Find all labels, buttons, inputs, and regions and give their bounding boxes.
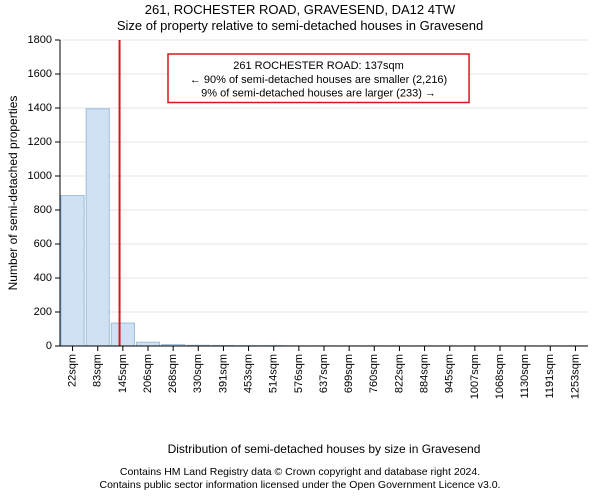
x-tick-label: 330sqm [192,354,204,393]
x-tick-label: 22sqm [66,354,78,387]
x-tick-label: 1068sqm [494,354,506,399]
y-tick-label: 1000 [28,170,52,182]
chart-svg: 0 200 400 600 800 1000 1200 1400 1600 1800 22sqm 83… [0,34,600,464]
x-axis-label: Distribution of semi-detached houses by … [168,442,481,456]
histogram-bar [136,342,159,346]
y-tick-label: 200 [34,306,52,318]
annotation-box: 261 ROCHESTER ROAD: 137sqm ← 90% of semi-… [168,54,469,103]
x-tick-label: 945sqm [444,354,456,393]
annotation-line: ← 90% of semi-detached houses are smalle… [190,74,447,86]
annotation-line: 9% of semi-detached houses are larger (2… [201,88,436,100]
x-tick-label: 268sqm [167,354,179,393]
histogram-bar [111,323,134,346]
y-tick-label: 1400 [28,102,52,114]
chart-container: 0 200 400 600 800 1000 1200 1400 1600 1800 22sqm 83… [0,34,600,464]
annotation-line: 261 ROCHESTER ROAD: 137sqm [233,60,404,72]
x-tick-label: 1130sqm [519,354,531,398]
chart-figure: 261, ROCHESTER ROAD, GRAVESEND, DA12 4TW… [0,0,600,500]
x-tick-label: 576sqm [293,354,305,393]
y-tick-label: 0 [46,340,52,352]
x-tick-label: 822sqm [393,354,405,393]
x-tick-label: 884sqm [418,354,430,393]
x-tick-label: 514sqm [268,354,280,393]
figure-footer: Contains HM Land Registry data © Crown c… [0,466,600,492]
y-tick-label: 1600 [28,68,52,80]
x-tick-label: 637sqm [318,354,330,393]
y-tick-label: 1200 [28,136,52,148]
x-tick-label: 699sqm [343,354,355,393]
x-tick-label: 391sqm [217,354,229,393]
x-tick-label: 1007sqm [469,354,481,399]
x-tick-label: 206sqm [142,354,154,393]
footer-line-1: Contains HM Land Registry data © Crown c… [0,466,600,479]
histogram-bar [86,109,109,346]
x-tick-label: 1191sqm [544,354,556,398]
figure-title-address: 261, ROCHESTER ROAD, GRAVESEND, DA12 4TW [0,2,600,17]
y-tick-label: 600 [34,238,52,250]
footer-line-2: Contains public sector information licen… [0,479,600,492]
figure-title-desc: Size of property relative to semi-detach… [0,18,600,33]
x-tick-label: 453sqm [242,354,254,393]
histogram-bar [61,196,84,346]
x-tick-label: 1253sqm [569,354,581,399]
y-tick-label: 800 [34,204,52,216]
y-tick-label: 1800 [28,34,52,46]
x-tick-label: 760sqm [368,354,380,393]
y-axis-label: Number of semi-detached properties [6,96,20,291]
y-tick-label: 400 [34,272,52,284]
x-tick-label: 83sqm [92,354,104,387]
x-tick-label: 145sqm [117,354,129,393]
